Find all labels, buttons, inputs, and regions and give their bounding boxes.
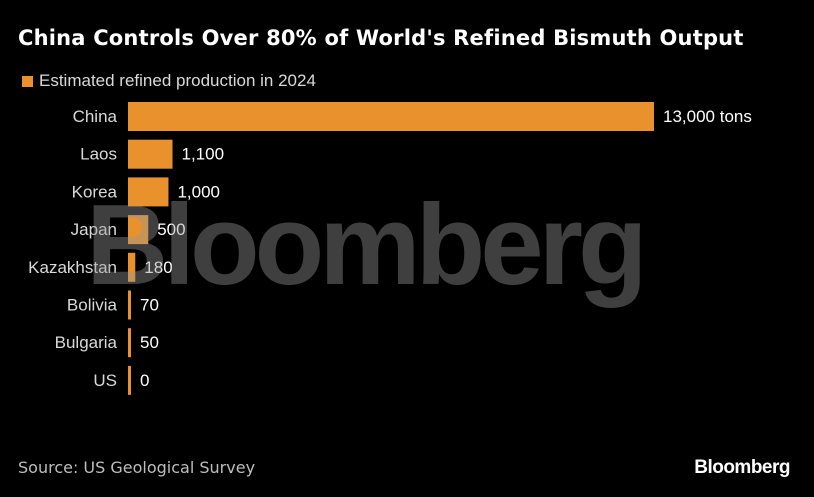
value-label: 0 — [140, 371, 149, 390]
category-label: US — [93, 371, 117, 390]
category-label: Korea — [72, 182, 118, 201]
category-label: Laos — [80, 145, 117, 164]
category-label: Japan — [71, 220, 117, 239]
chart-title: China Controls Over 80% of World's Refin… — [18, 26, 744, 50]
value-label: 50 — [140, 333, 159, 352]
legend: Estimated refined production in 2024 — [22, 71, 316, 91]
value-label: 13,000 tons — [663, 107, 752, 126]
legend-label: Estimated refined production in 2024 — [39, 71, 316, 90]
value-label: 1,100 — [182, 145, 225, 164]
bar — [128, 290, 131, 320]
bar — [128, 177, 169, 207]
category-label: China — [73, 107, 118, 126]
value-label: 500 — [157, 220, 185, 239]
source-note: Source: US Geological Survey — [18, 458, 256, 477]
value-label: 1,000 — [177, 182, 220, 201]
value-label: 70 — [140, 296, 159, 315]
value-label: 180 — [144, 258, 172, 277]
category-label: Bulgaria — [55, 333, 118, 352]
bar — [128, 102, 654, 131]
bar — [128, 215, 149, 245]
category-label: Bolivia — [67, 296, 118, 315]
bar — [128, 252, 136, 282]
legend-swatch — [22, 75, 33, 87]
bar — [128, 328, 131, 358]
category-label: Kazakhstan — [28, 258, 117, 277]
brand-logo: Bloomberg — [694, 457, 790, 478]
bar — [128, 365, 131, 395]
bar — [128, 139, 173, 169]
